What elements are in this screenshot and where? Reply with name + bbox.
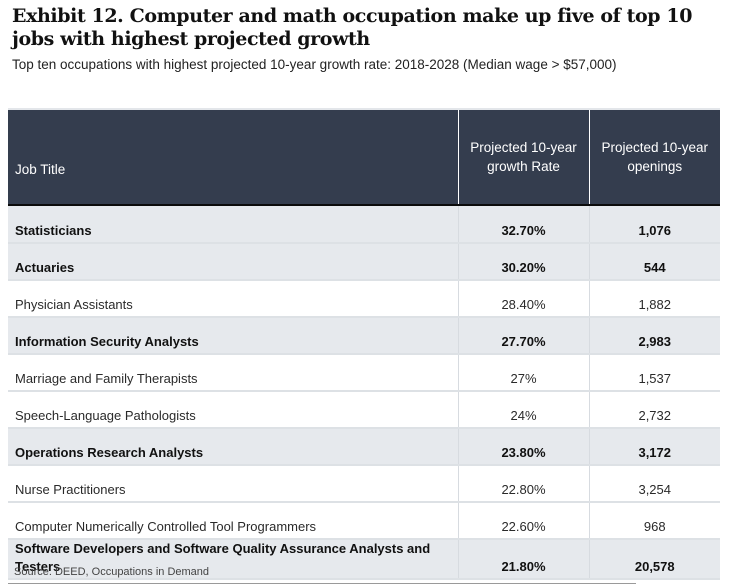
table-row: Information Security Analysts 27.70% 2,9…	[8, 317, 720, 355]
openings-cell: 3,172	[588, 428, 720, 466]
source-note: Source: DEED, Occupations in Demand	[14, 566, 210, 578]
openings-cell: 1,882	[588, 280, 720, 318]
growth-rate-cell: 21.80%	[457, 539, 589, 580]
growth-rate-cell: 27.70%	[457, 317, 589, 355]
job-title-cell: Actuaries	[8, 243, 458, 281]
table-row: Computer Numerically Controlled Tool Pro…	[8, 502, 720, 540]
header-job-title: Job Title	[8, 110, 458, 206]
growth-rate-cell: 22.60%	[457, 502, 589, 540]
openings-cell: 2,732	[588, 391, 720, 429]
table-body: Statisticians 32.70% 1,076 Actuaries 30.…	[8, 205, 720, 580]
openings-cell: 3,254	[588, 465, 720, 503]
growth-rate-cell: 24%	[457, 391, 589, 429]
exhibit-subtitle: Top ten occupations with highest project…	[12, 57, 617, 72]
table-header-row: Job Title Projected 10-year growth Rate P…	[8, 110, 720, 206]
exhibit-title: Exhibit 12. Computer and math occupation…	[12, 5, 693, 50]
table-row: Software Developers and Software Quality…	[8, 539, 720, 580]
growth-rate-cell: 32.70%	[457, 205, 589, 244]
openings-cell: 1,076	[588, 205, 720, 244]
openings-cell: 968	[588, 502, 720, 540]
growth-rate-cell: 22.80%	[457, 465, 589, 503]
table-row: Actuaries 30.20% 544	[8, 243, 720, 281]
table-row: Physician Assistants 28.40% 1,882	[8, 280, 720, 318]
occupations-table-container: Job Title Projected 10-year growth Rate P…	[8, 108, 720, 580]
table-row: Statisticians 32.70% 1,076	[8, 205, 720, 244]
table-row: Nurse Practitioners 22.80% 3,254	[8, 465, 720, 503]
job-title-cell: Software Developers and Software Quality…	[8, 539, 458, 580]
openings-cell: 1,537	[588, 354, 720, 392]
growth-rate-cell: 30.20%	[457, 243, 589, 281]
job-title-cell: Physician Assistants	[8, 280, 458, 318]
job-title-cell: Marriage and Family Therapists	[8, 354, 458, 392]
growth-rate-cell: 23.80%	[457, 428, 589, 466]
growth-rate-cell: 28.40%	[457, 280, 589, 318]
table-row: Speech-Language Pathologists 24% 2,732	[8, 391, 720, 429]
openings-cell: 20,578	[588, 539, 720, 580]
job-title-cell: Computer Numerically Controlled Tool Pro…	[8, 502, 458, 540]
job-title-cell: Operations Research Analysts	[8, 428, 458, 466]
growth-rate-cell: 27%	[457, 354, 589, 392]
openings-cell: 544	[588, 243, 720, 281]
job-title-cell: Speech-Language Pathologists	[8, 391, 458, 429]
header-growth-rate: Projected 10-year growth Rate	[457, 110, 589, 206]
job-title-cell: Nurse Practitioners	[8, 465, 458, 503]
job-title-cell: Information Security Analysts	[8, 317, 458, 355]
source-divider	[8, 583, 636, 584]
occupations-table: Job Title Projected 10-year growth Rate P…	[8, 110, 720, 580]
header-openings: Projected 10-year openings	[588, 110, 720, 206]
table-row: Marriage and Family Therapists 27% 1,537	[8, 354, 720, 392]
table-row: Operations Research Analysts 23.80% 3,17…	[8, 428, 720, 466]
job-title-cell: Statisticians	[8, 205, 458, 244]
openings-cell: 2,983	[588, 317, 720, 355]
